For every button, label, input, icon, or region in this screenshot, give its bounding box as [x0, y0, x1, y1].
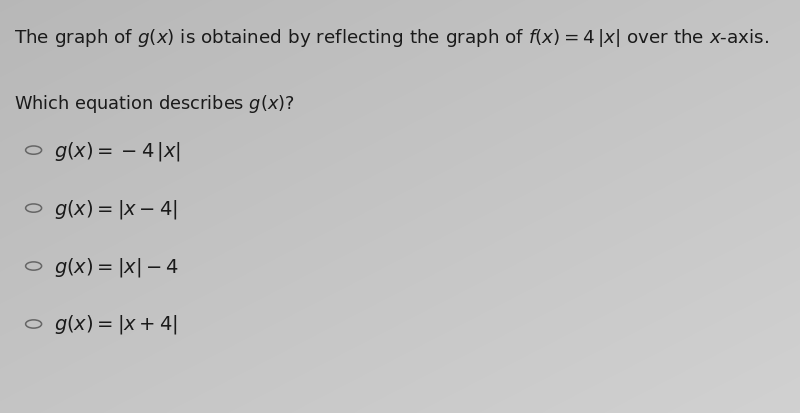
- Text: The graph of $g(x)$ is obtained by reflecting the graph of $f(x) = 4\,|x|$ over : The graph of $g(x)$ is obtained by refle…: [14, 27, 770, 49]
- Text: $g(x) = |x| - 4$: $g(x) = |x| - 4$: [54, 255, 179, 278]
- Text: $g(x) = -4\,|x|$: $g(x) = -4\,|x|$: [54, 139, 182, 162]
- Text: $g(x) = |x + 4|$: $g(x) = |x + 4|$: [54, 313, 178, 336]
- Text: Which equation describes $g(x)$?: Which equation describes $g(x)$?: [14, 93, 295, 115]
- Text: $g(x) = |x - 4|$: $g(x) = |x - 4|$: [54, 197, 178, 220]
